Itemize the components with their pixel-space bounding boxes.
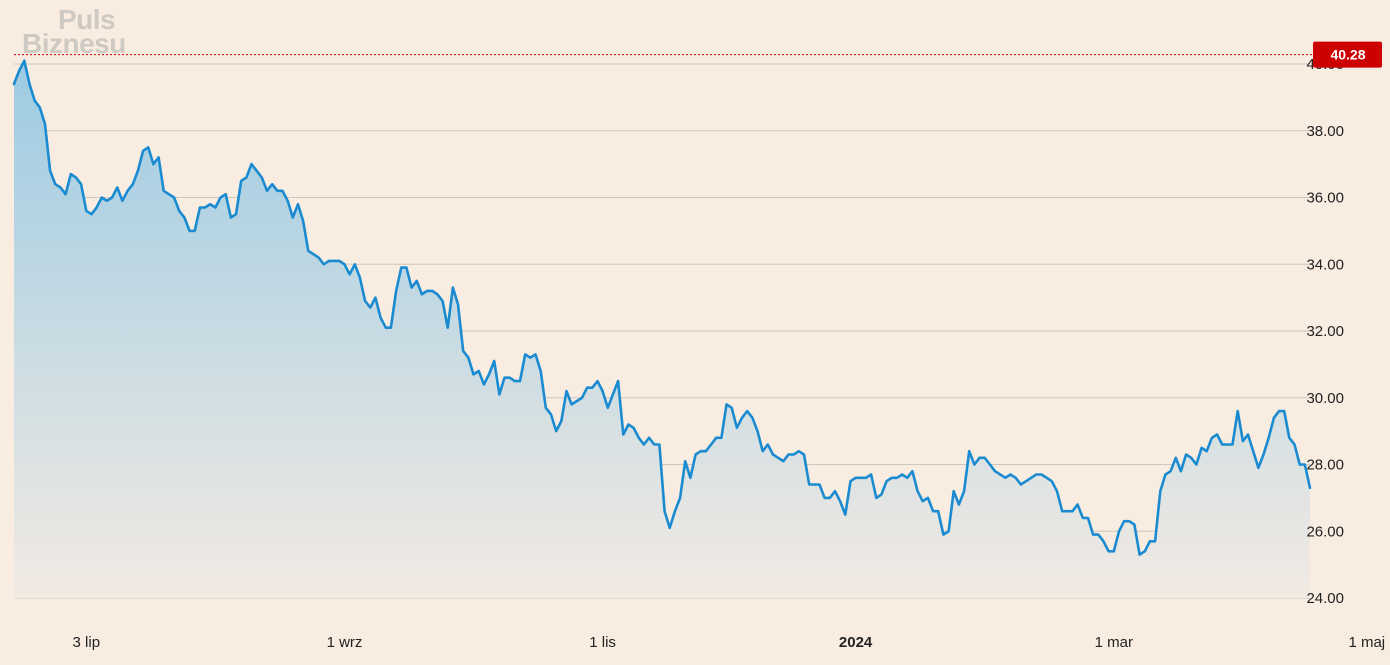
x-tick-label: 2024 xyxy=(839,634,873,651)
y-tick-label: 26.00 xyxy=(1306,523,1344,540)
current-price-badge: 40.28 xyxy=(1313,41,1382,68)
current-price-badge-bg xyxy=(1313,41,1382,68)
y-axis-ticks: 24.00 26.00 28.00 30.00 32.00 34.00 36.00 38.00… xyxy=(1306,56,1344,607)
price-area xyxy=(14,60,1310,598)
x-tick-label: 1 mar xyxy=(1095,634,1133,651)
y-tick-label: 32.00 xyxy=(1306,323,1344,340)
price-line xyxy=(12,59,1312,556)
y-tick-label: 28.00 xyxy=(1306,457,1344,474)
y-tick-label: 34.00 xyxy=(1306,256,1344,273)
publisher-logo: Puls Biznesu xyxy=(22,4,126,59)
y-tick-label: 38.00 xyxy=(1306,123,1344,140)
x-tick-label: 1 maj xyxy=(1348,634,1385,651)
y-tick-label: 36.00 xyxy=(1306,190,1344,207)
y-tick-label: 24.00 xyxy=(1306,590,1344,607)
x-tick-label: 1 lis xyxy=(589,634,616,651)
logo-line-1: Puls xyxy=(58,4,116,35)
x-tick-label: 1 wrz xyxy=(327,634,363,651)
x-tick-label: 3 lip xyxy=(73,634,101,651)
y-tick-label: 30.00 xyxy=(1306,390,1344,407)
current-price-label: 40.28 xyxy=(1330,47,1365,63)
logo-line-2: Biznesu xyxy=(22,28,126,59)
